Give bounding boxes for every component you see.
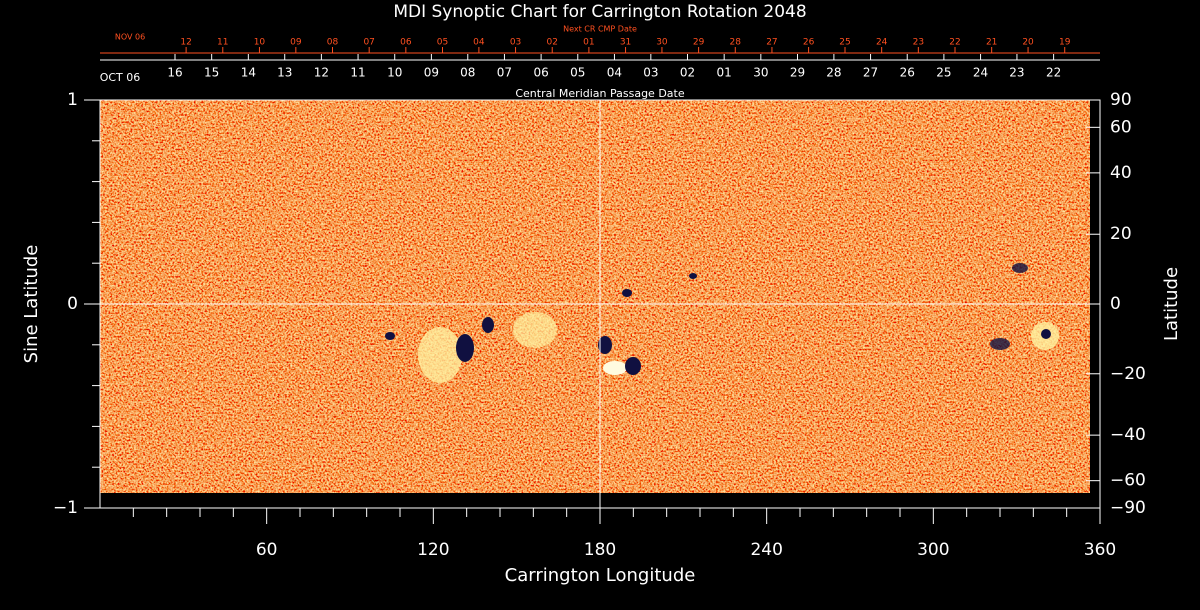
region-dark	[622, 289, 632, 297]
date-tick-label: 07	[363, 38, 374, 48]
date-tick-label: 30	[753, 66, 768, 80]
date-axis-title: Central Meridian Passage Date	[515, 87, 684, 100]
date-tick-label: 09	[290, 38, 302, 48]
date-tick-label: 13	[277, 66, 292, 80]
y2-tick-label: −90	[1110, 498, 1146, 518]
region-bright	[603, 361, 627, 375]
region-dark	[625, 357, 641, 375]
date-tick-label: 16	[167, 66, 182, 80]
date-tick-label: 05	[437, 38, 448, 48]
region-dark	[482, 317, 494, 333]
y-tick-label: 0	[67, 294, 78, 314]
magnetogram	[100, 100, 1090, 493]
x-tick-label: 300	[917, 540, 949, 560]
date-tick-label: 24	[876, 38, 888, 48]
date-tick-label: 28	[826, 66, 841, 80]
y2-axis-title: Latitude	[1161, 267, 1182, 341]
y2-tick-label: 60	[1110, 117, 1132, 137]
y2-tick-label: 90	[1110, 90, 1132, 110]
y-tick-label: 1	[67, 90, 78, 110]
date-tick-label: 12	[180, 38, 191, 48]
date-tick-label: 03	[510, 38, 521, 48]
date-tick-label: 27	[863, 66, 878, 80]
date-tick-label: 02	[546, 38, 557, 48]
region-bright	[513, 312, 557, 348]
date-tick-label: 04	[607, 66, 622, 80]
date-tick-label: 06	[400, 38, 412, 48]
date-tick-label: 04	[473, 38, 485, 48]
date-tick-label: 24	[973, 66, 988, 80]
date-tick-label: 07	[497, 66, 512, 80]
date-tick-label: 27	[766, 38, 777, 48]
y2-tick-label: −40	[1110, 425, 1146, 445]
date-tick-label: 22	[949, 38, 960, 48]
date-tick-label: 15	[204, 66, 219, 80]
date-axis-start: NOV 06	[115, 33, 145, 42]
date-tick-label: 12	[314, 66, 329, 80]
region-dark	[385, 332, 395, 340]
region-dark	[598, 336, 612, 354]
date-tick-label: 31	[620, 38, 631, 48]
date-tick-label: 10	[254, 38, 266, 48]
date-tick-label: 30	[656, 38, 668, 48]
date-tick-label: 26	[900, 66, 915, 80]
date-tick-label: 11	[217, 38, 228, 48]
x-tick-label: 240	[750, 540, 782, 560]
region-dark	[990, 338, 1010, 350]
date-tick-label: 28	[730, 38, 742, 48]
y2-tick-label: 40	[1110, 163, 1132, 183]
x-tick-label: 60	[256, 540, 278, 560]
date-tick-label: 23	[1009, 66, 1024, 80]
date-axis-start: OCT 06	[100, 71, 141, 84]
y2-tick-label: 20	[1110, 224, 1132, 244]
region-dark	[456, 334, 474, 362]
date-tick-label: 29	[790, 66, 805, 80]
x-tick-label: 360	[1084, 540, 1116, 560]
region-bright	[418, 327, 462, 383]
date-axis-title: Next CR CMP Date	[563, 25, 637, 34]
date-tick-label: 06	[533, 66, 548, 80]
date-tick-label: 05	[570, 66, 585, 80]
active-regions	[385, 263, 1059, 383]
date-tick-label: 22	[1046, 66, 1061, 80]
date-tick-label: 26	[803, 38, 815, 48]
region-dark	[1041, 329, 1051, 339]
y-axis-title: Sine Latitude	[21, 245, 42, 364]
date-tick-label: 29	[693, 38, 705, 48]
date-tick-label: 25	[839, 38, 850, 48]
date-tick-label: 19	[1059, 38, 1071, 48]
x-tick-label: 180	[584, 540, 616, 560]
date-tick-label: 02	[680, 66, 695, 80]
x-tick-label: 120	[417, 540, 449, 560]
date-tick-label: 09	[424, 66, 439, 80]
date-tick-label: 10	[387, 66, 402, 80]
date-tick-label: 23	[913, 38, 924, 48]
region-dark	[689, 273, 697, 279]
date-tick-label: 14	[241, 66, 256, 80]
date-tick-label: 11	[350, 66, 365, 80]
date-tick-label: 08	[460, 66, 475, 80]
y2-tick-label: 0	[1110, 294, 1121, 314]
region-dark	[1012, 263, 1028, 273]
y-tick-label: −1	[53, 498, 78, 518]
date-tick-label: 08	[327, 38, 339, 48]
chart-title: MDI Synoptic Chart for Carrington Rotati…	[393, 2, 806, 22]
date-tick-label: 25	[936, 66, 951, 80]
x-axis-title: Carrington Longitude	[505, 565, 696, 586]
date-tick-label: 20	[1022, 38, 1034, 48]
y2-tick-label: −60	[1110, 471, 1146, 491]
y2-tick-label: −20	[1110, 364, 1146, 384]
date-tick-label: 03	[643, 66, 658, 80]
date-tick-label: 01	[583, 38, 594, 48]
date-tick-label: 21	[986, 38, 997, 48]
date-tick-label: 01	[717, 66, 732, 80]
